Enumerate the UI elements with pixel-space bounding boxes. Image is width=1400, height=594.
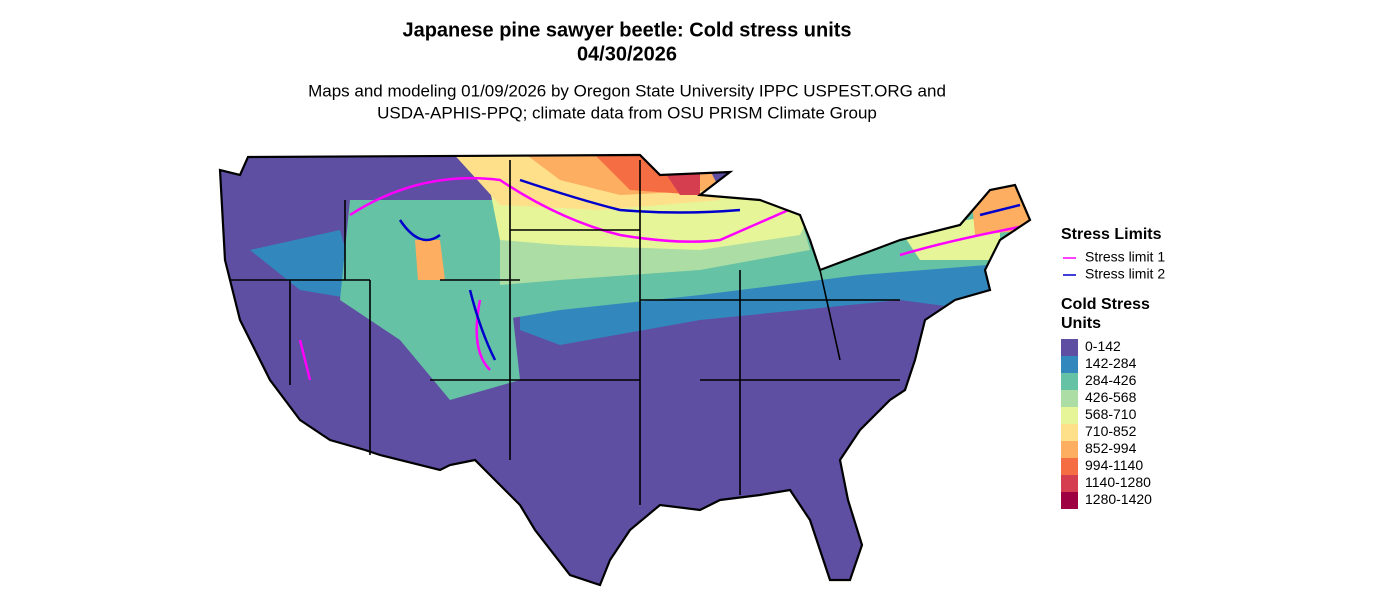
legend-label: 1280-1420 — [1085, 491, 1152, 507]
map-region — [340, 200, 520, 400]
legend-swatch — [1061, 407, 1078, 424]
legend-label: 852-994 — [1085, 440, 1137, 456]
map — [220, 155, 1030, 585]
state-borders — [230, 160, 900, 505]
legend-label: 0-142 — [1085, 338, 1121, 354]
legend-title: Units — [1061, 315, 1101, 332]
title-date: 04/30/2026 — [577, 43, 677, 65]
stress-line-2 — [398, 178, 1021, 361]
legend-swatch — [1061, 441, 1078, 458]
legend-swatch — [1061, 492, 1078, 509]
legend-label: Stress limit 2 — [1085, 266, 1165, 282]
subtitle: USDA-APHIS-PPQ; climate data from OSU PR… — [377, 103, 877, 122]
legend-swatch — [1061, 390, 1078, 407]
legend-label: 142-284 — [1085, 355, 1137, 371]
legend-swatch — [1061, 339, 1078, 356]
legend-label: Stress limit 1 — [1085, 249, 1165, 265]
legend-label: 284-426 — [1085, 372, 1137, 388]
map-region — [250, 230, 360, 300]
stress-line-1 — [298, 176, 1030, 381]
legend-label: 568-710 — [1085, 406, 1137, 422]
legend-title: Cold Stress — [1061, 296, 1150, 313]
legend-swatch — [1061, 356, 1078, 373]
legend-swatch — [1061, 458, 1078, 475]
legend-swatch — [1061, 424, 1078, 441]
legend-label: 426-568 — [1085, 389, 1137, 405]
subtitle: Maps and modeling 01/09/2026 by Oregon S… — [308, 81, 946, 100]
stress-lines — [298, 176, 1030, 381]
us-outline — [218, 153, 1032, 587]
legend-swatch — [1061, 373, 1078, 390]
legend-swatch — [1061, 475, 1078, 492]
map-region — [415, 240, 445, 280]
legend-title: Stress Limits — [1061, 226, 1162, 243]
title: Japanese pine sawyer beetle: Cold stress… — [402, 19, 851, 41]
legend-label: 710-852 — [1085, 423, 1137, 439]
legend-label: 994-1140 — [1085, 457, 1143, 473]
legend-label: 1140-1280 — [1085, 474, 1151, 490]
